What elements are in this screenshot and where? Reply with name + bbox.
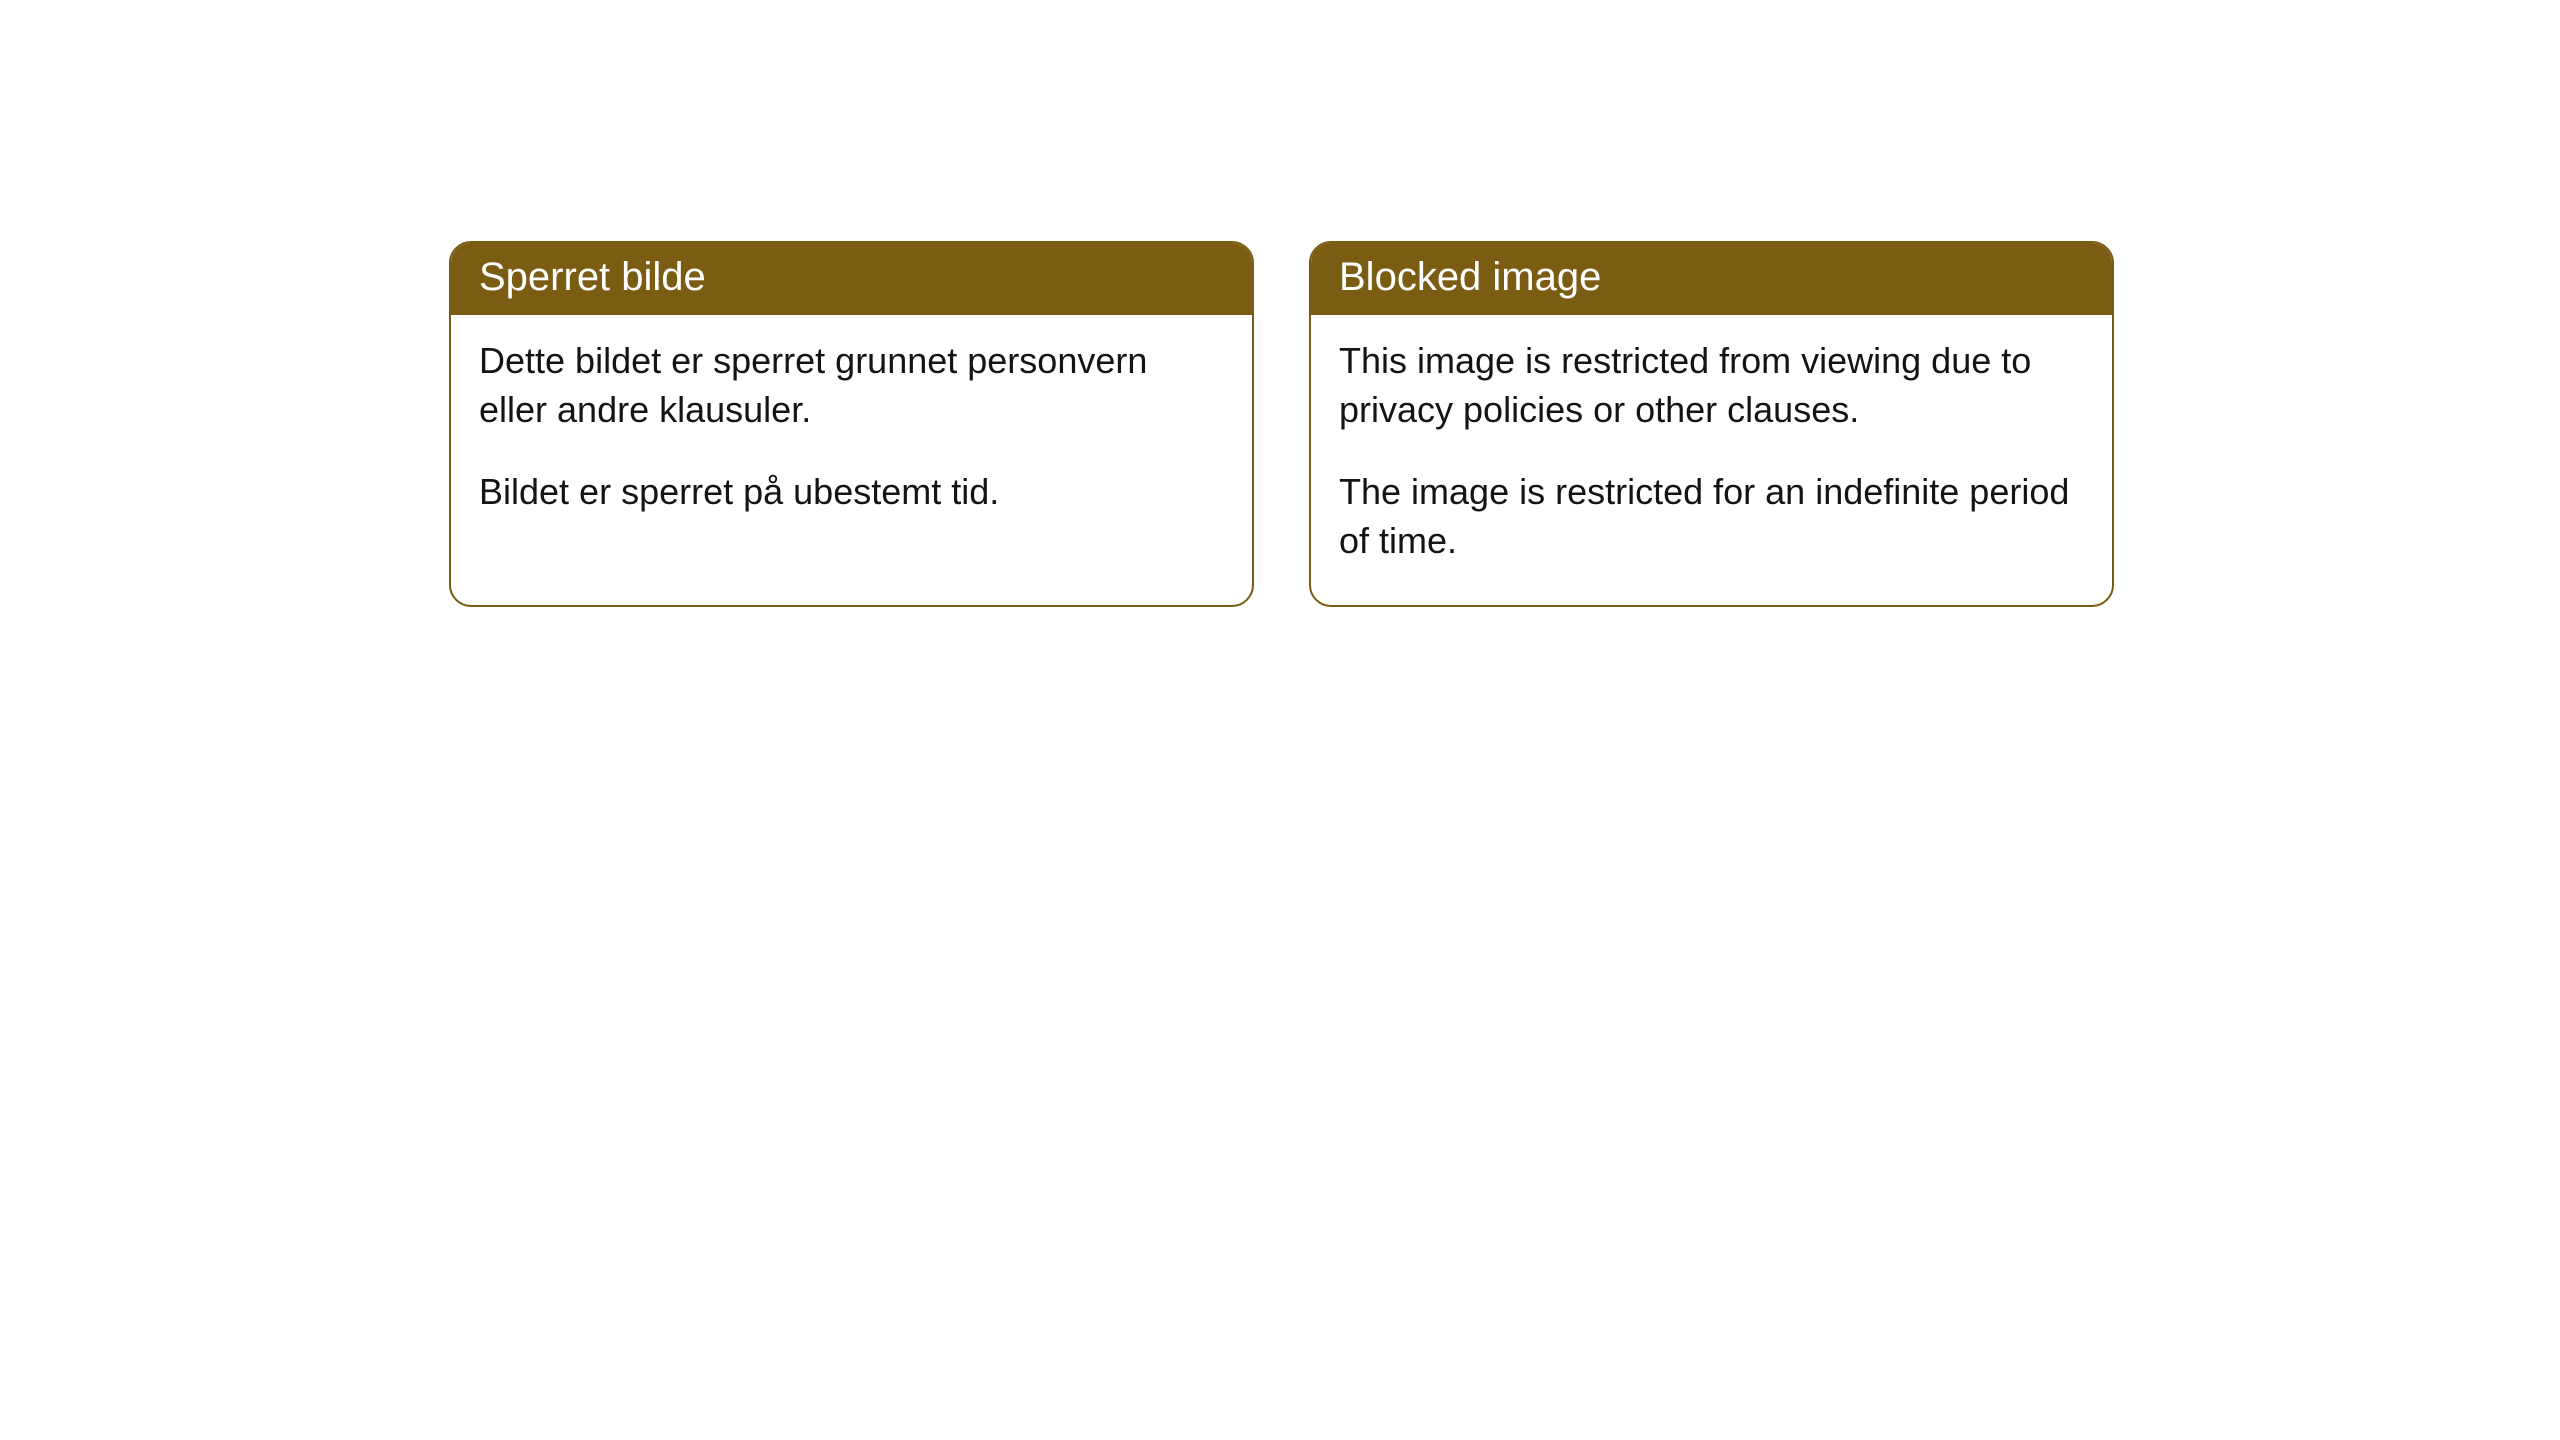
card-body-en: This image is restricted from viewing du… [1311, 315, 2112, 605]
blocked-image-card-no: Sperret bilde Dette bildet er sperret gr… [449, 241, 1254, 607]
card-paragraph-en-2: The image is restricted for an indefinit… [1339, 468, 2084, 565]
card-paragraph-no-1: Dette bildet er sperret grunnet personve… [479, 337, 1224, 434]
cards-container: Sperret bilde Dette bildet er sperret gr… [449, 241, 2114, 607]
card-paragraph-en-1: This image is restricted from viewing du… [1339, 337, 2084, 434]
card-body-no: Dette bildet er sperret grunnet personve… [451, 315, 1252, 557]
card-paragraph-no-2: Bildet er sperret på ubestemt tid. [479, 468, 1224, 517]
blocked-image-card-en: Blocked image This image is restricted f… [1309, 241, 2114, 607]
card-header-no: Sperret bilde [451, 243, 1252, 315]
card-header-en: Blocked image [1311, 243, 2112, 315]
